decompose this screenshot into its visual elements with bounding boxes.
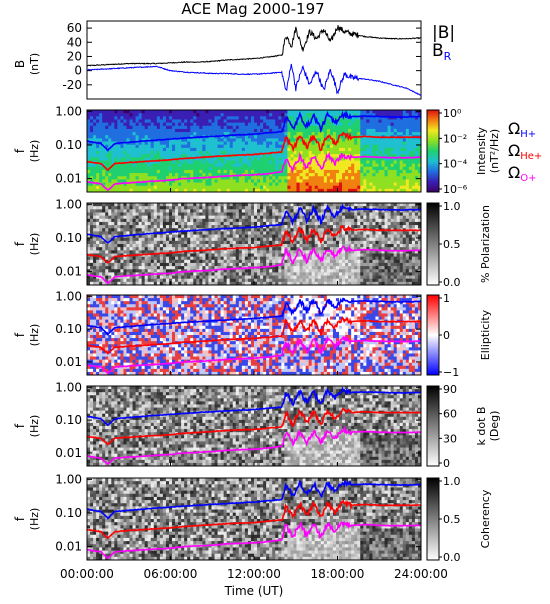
y-axis-unit: (Hz) bbox=[28, 324, 41, 347]
colorbar-unit: (nT²/Hz) bbox=[488, 129, 501, 173]
y-tick-label: 0.01 bbox=[55, 446, 82, 460]
colorbar-tick-label: 0.0 bbox=[443, 551, 461, 564]
colorbar bbox=[427, 478, 439, 560]
colorbar-tick-label: 1.0 bbox=[443, 200, 461, 213]
colorbar-tick-label: 90 bbox=[443, 383, 457, 396]
y-tick-label: 0 bbox=[74, 64, 82, 78]
panels: -200204060B(nT)|B|BR1.000.100.01f(Hz)10⁰… bbox=[13, 21, 542, 564]
colorbar-label: % Polarization bbox=[479, 205, 492, 283]
y-tick-label: 0.01 bbox=[55, 172, 82, 186]
colorbar-tick-label: 10⁻⁶ bbox=[443, 183, 468, 196]
colorbar-tick-label: 10⁻⁴ bbox=[443, 158, 468, 171]
colorbar-unit: (Deg) bbox=[488, 411, 501, 442]
spectrogram-image bbox=[87, 386, 421, 466]
legend-gyro-o: ΩO+ bbox=[508, 163, 536, 184]
legend-gyro-h: ΩH+ bbox=[508, 119, 536, 140]
colorbar-label: Ellipticity bbox=[479, 309, 492, 360]
colorbar-tick-label: −1 bbox=[443, 366, 459, 379]
colorbar-tick-label: 0.5 bbox=[443, 238, 461, 251]
y-tick-label: 0.01 bbox=[55, 355, 82, 369]
y-tick-label: 0.10 bbox=[55, 138, 82, 152]
y-axis-unit: (Hz) bbox=[28, 508, 41, 531]
panel-intensity: 1.00 0.10 0.01 f(Hz) 10⁰ 10⁻² 10⁻⁴ 10⁻⁶ Intensit… bbox=[13, 104, 542, 196]
x-tick-label: 24:00:00 bbox=[394, 567, 448, 581]
x-tick-label: 06:00:00 bbox=[144, 567, 198, 581]
x-tick-label: 18:00:00 bbox=[311, 567, 365, 581]
panel-frame bbox=[87, 21, 421, 99]
colorbar-tick-label: 0 bbox=[443, 457, 450, 470]
x-axis: 00:00:00 06:00:00 12:00:00 18:00:00 24:00:00… bbox=[60, 567, 448, 598]
legend-b-radial: BR bbox=[432, 41, 452, 63]
y-tick-label: 1.00 bbox=[55, 197, 82, 211]
y-axis-unit: (nT) bbox=[28, 53, 41, 75]
colorbar-tick-label: 1.0 bbox=[443, 475, 461, 488]
y-tick-label: 0.10 bbox=[55, 506, 82, 520]
x-tick-label: 00:00:00 bbox=[60, 567, 114, 581]
y-axis-label: B bbox=[13, 60, 27, 68]
colorbar bbox=[427, 203, 439, 285]
figure-title: ACE Mag 2000-197 bbox=[181, 0, 324, 18]
y-tick-label: 60 bbox=[67, 21, 82, 35]
legend-gyro-he: ΩHe+ bbox=[508, 141, 542, 162]
y-tick-label: 1.00 bbox=[55, 104, 82, 118]
colorbar-tick-label: 0.5 bbox=[443, 513, 461, 526]
spectrogram-image bbox=[87, 110, 421, 192]
panel-coherency: 1.00 0.10 0.01 f(Hz) 1.0 0.5 0.0 Coherency bbox=[13, 472, 492, 564]
y-axis-unit: (Hz) bbox=[28, 140, 41, 163]
colorbar bbox=[427, 295, 439, 375]
colorbar-tick-label: 0.0 bbox=[443, 276, 461, 289]
y-tick-label: 20 bbox=[67, 49, 82, 63]
y-tick-label: 0.01 bbox=[55, 540, 82, 554]
y-axis-label: f bbox=[13, 148, 27, 153]
colorbar bbox=[427, 386, 439, 466]
y-tick-label: 1.00 bbox=[55, 380, 82, 394]
spectrogram-image bbox=[87, 203, 421, 285]
spectrogram-image bbox=[87, 295, 421, 375]
spectrogram-image bbox=[87, 478, 421, 560]
y-axis-unit: (Hz) bbox=[28, 233, 41, 256]
legend-b-magnitude: |B| bbox=[432, 23, 455, 43]
colorbar-tick-label: 1 bbox=[443, 292, 450, 305]
x-axis-label: Time (UT) bbox=[224, 584, 284, 598]
y-tick-label: 40 bbox=[67, 35, 82, 49]
colorbar-tick-label: 10⁰ bbox=[443, 107, 462, 120]
colorbar bbox=[427, 110, 439, 192]
y-tick-label: -20 bbox=[62, 78, 82, 92]
colorbar-label: Intensity bbox=[475, 127, 488, 175]
colorbar-tick-label: 30 bbox=[443, 432, 457, 445]
y-tick-label: 1.00 bbox=[55, 472, 82, 486]
colorbar-tick-label: 0 bbox=[443, 329, 450, 342]
y-tick-label: 0.10 bbox=[55, 231, 82, 245]
y-axis-label: f bbox=[13, 241, 27, 246]
y-tick-label: 0.10 bbox=[55, 322, 82, 336]
colorbar-label: k dot B bbox=[475, 407, 488, 446]
y-axis-label: f bbox=[13, 516, 27, 521]
y-tick-label: 0.10 bbox=[55, 413, 82, 427]
y-axis-label: f bbox=[13, 423, 27, 428]
colorbar-label: Coherency bbox=[479, 489, 492, 548]
y-axis-label: f bbox=[13, 332, 27, 337]
panel-polarization: 1.00 0.10 0.01 f(Hz) 1.0 0.5 0.0 % Polarization bbox=[13, 197, 492, 289]
colorbar-tick-label: 10⁻² bbox=[443, 132, 467, 145]
y-tick-label: 0.01 bbox=[55, 265, 82, 279]
panel-kdotb: 1.00 0.10 0.01 f(Hz) 90 60 30 0 k dot B(Deg) bbox=[13, 380, 501, 470]
colorbar-tick-label: 60 bbox=[443, 408, 457, 421]
y-axis-unit: (Hz) bbox=[28, 415, 41, 438]
panel-ellipticity: 1.00 0.10 0.01 f(Hz) 1 0 −1 Ellipticity bbox=[13, 289, 492, 379]
x-tick-label: 12:00:00 bbox=[227, 567, 281, 581]
y-tick-label: 1.00 bbox=[55, 289, 82, 303]
